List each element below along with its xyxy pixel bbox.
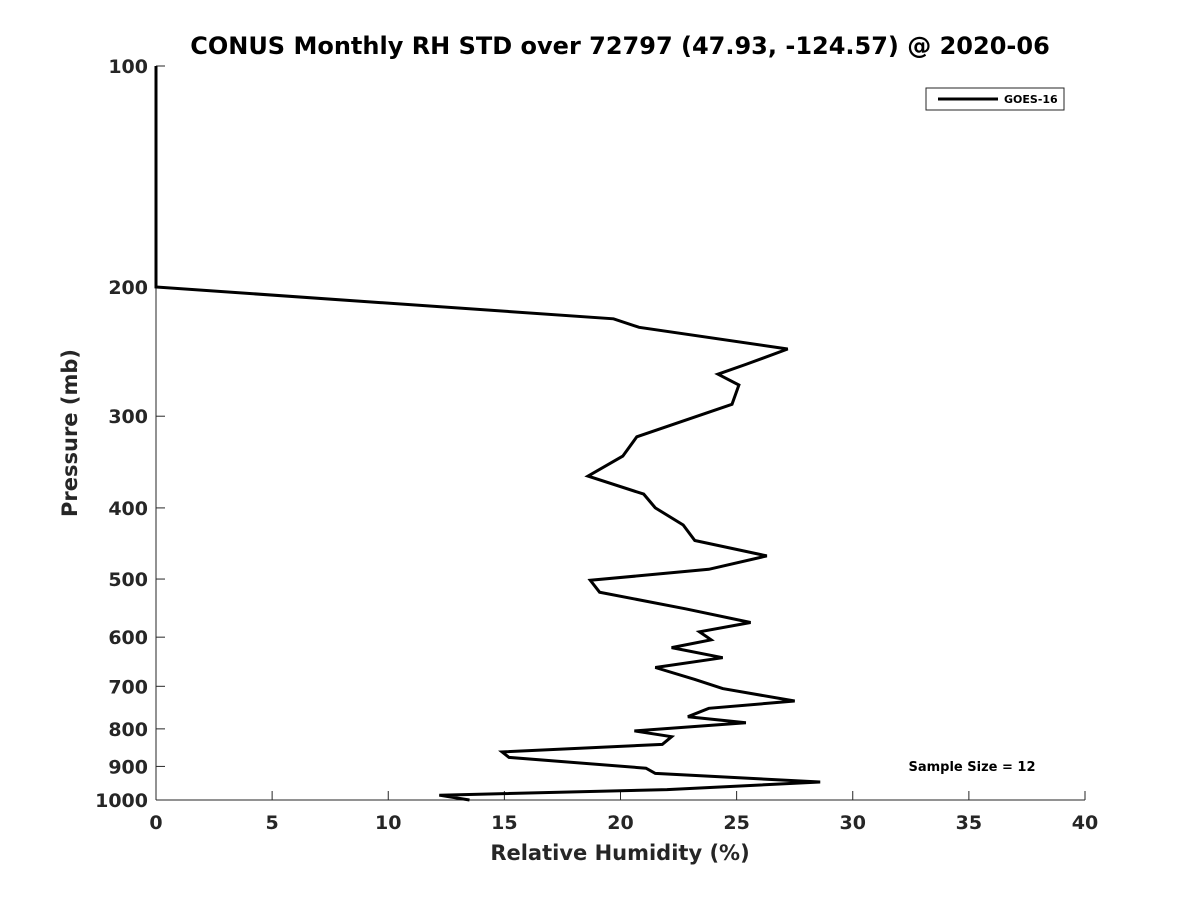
- y-tick-label: 100: [108, 56, 148, 78]
- legend-label-goes-16: GOES-16: [1004, 93, 1058, 106]
- y-tick-label: 600: [108, 627, 148, 649]
- y-tick-label: 800: [108, 719, 148, 741]
- y-ticks: 100 200 300 400 500 600 700 800 900 1000: [95, 56, 165, 812]
- legend: GOES-16: [925, 87, 1065, 111]
- y-axis-label: Pressure (mb): [58, 349, 82, 517]
- y-tick-label: 700: [108, 676, 148, 698]
- x-axis-label: Relative Humidity (%): [490, 841, 749, 865]
- y-tick-label: 400: [108, 498, 148, 520]
- x-tick-label: 25: [723, 812, 749, 834]
- chart-title: CONUS Monthly RH STD over 72797 (47.93, …: [190, 32, 1050, 60]
- y-tick-label: 300: [108, 406, 148, 428]
- x-tick-label: 5: [266, 812, 279, 834]
- sample-size-annotation: Sample Size = 12: [908, 760, 1035, 775]
- x-tick-label: 0: [149, 812, 162, 834]
- y-tick-label: 900: [108, 756, 148, 778]
- x-ticks: 0 5 10 15 20 25 30 35 40: [149, 791, 1098, 834]
- y-tick-label: 200: [108, 277, 148, 299]
- x-tick-label: 35: [956, 812, 982, 834]
- x-tick-label: 20: [607, 812, 633, 834]
- plot-area: 0 5 10 15 20 25 30 35 40 100 200 300 400 500 600 700 80…: [95, 56, 1098, 834]
- x-tick-label: 15: [491, 812, 517, 834]
- x-tick-label: 30: [840, 812, 866, 834]
- y-tick-label: 1000: [95, 790, 148, 812]
- x-tick-label: 40: [1072, 812, 1098, 834]
- y-tick-label: 500: [108, 569, 148, 591]
- series-line-goes-16: [154, 66, 821, 802]
- x-tick-label: 10: [375, 812, 401, 834]
- series-group: [154, 66, 821, 802]
